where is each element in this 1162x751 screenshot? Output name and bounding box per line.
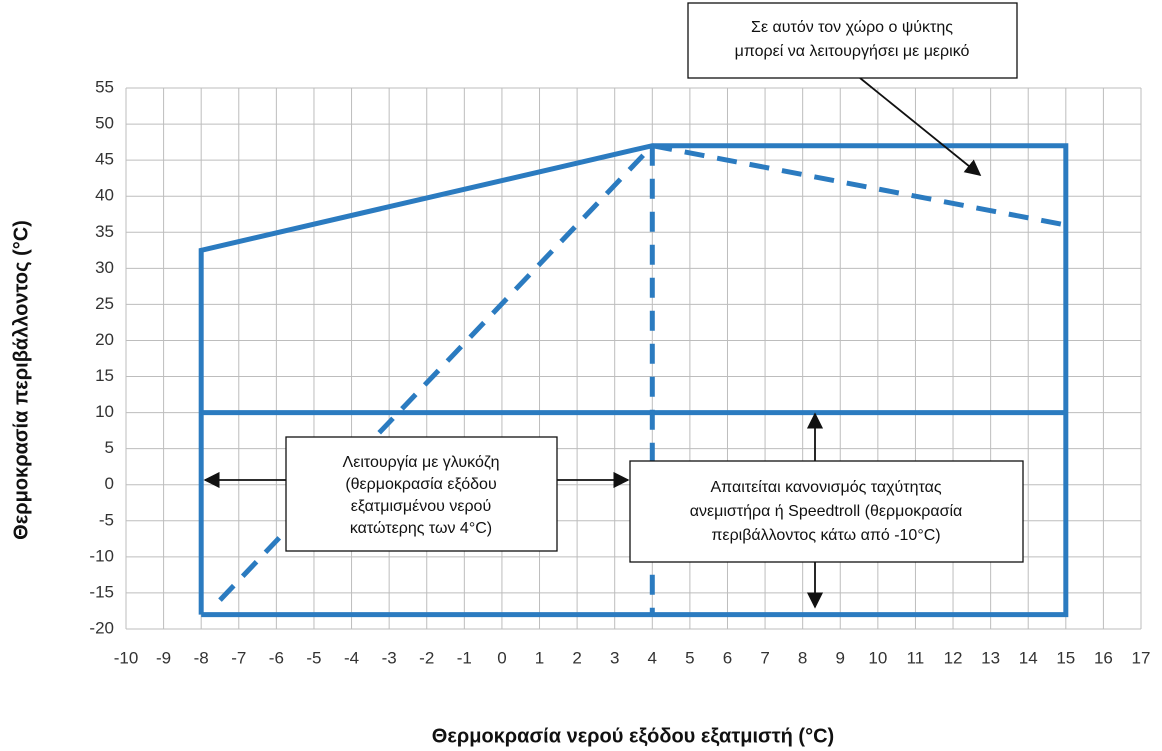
y-tick-label: 25: [95, 294, 114, 313]
y-tick-label: -10: [89, 546, 114, 565]
x-tick-label: 14: [1019, 648, 1038, 667]
x-tick-label: 13: [981, 648, 1000, 667]
y-tick-label: 0: [105, 474, 114, 493]
x-tick-label: 15: [1056, 648, 1075, 667]
y-tick-label: -15: [89, 582, 114, 601]
x-tick-label: 5: [685, 648, 694, 667]
arrow: [859, 77, 982, 177]
annotation-box: [629, 460, 1024, 563]
y-tick-label: 40: [95, 186, 114, 205]
y-tick-label: 20: [95, 330, 114, 349]
x-tick-label: 1: [535, 648, 544, 667]
y-tick-label: -5: [99, 510, 114, 529]
y-tick-label: 55: [95, 77, 114, 96]
x-tick-label: -3: [382, 648, 397, 667]
annotation-text: Λειτουργία με γλυκόζη: [343, 454, 500, 471]
annotation-box: [687, 2, 1018, 79]
x-tick-label: 3: [610, 648, 619, 667]
x-tick-label: -7: [231, 648, 246, 667]
y-tick-label: 10: [95, 402, 114, 421]
x-tick-label: 0: [497, 648, 506, 667]
x-tick-label: -8: [194, 648, 209, 667]
x-tick-label: 16: [1094, 648, 1113, 667]
y-tick-label: 15: [95, 366, 114, 385]
x-axis-label: Θερμοκρασία νερού εξόδου εξατμιστή (°C): [432, 725, 834, 747]
x-tick-label: 9: [836, 648, 845, 667]
y-tick-label: 50: [95, 114, 114, 133]
x-tick-label: -9: [156, 648, 171, 667]
x-tick-label: -2: [419, 648, 434, 667]
y-tick-label: 30: [95, 258, 114, 277]
x-tick-label: 2: [572, 648, 581, 667]
y-axis-label: Θερμοκρασία περιβάλλοντος (°C): [10, 220, 32, 540]
y-tick-label: -20: [89, 618, 114, 637]
annotation-text: κατώτερης των 4°C): [350, 520, 492, 537]
x-tick-label: -10: [114, 648, 139, 667]
annotation-box: [285, 436, 558, 552]
x-tick-label: 10: [868, 648, 887, 667]
x-tick-label: 17: [1132, 648, 1151, 667]
x-tick-label: 11: [907, 648, 925, 667]
y-tick-label: 45: [95, 150, 114, 169]
annotation-text: Απαιτείται κανονισμός ταχύτητας: [710, 479, 941, 496]
annotation-text: Σε αυτόν τον χώρο ο ψύκτης: [751, 19, 953, 36]
line: [198, 143, 1069, 618]
x-tick-label: 6: [723, 648, 732, 667]
annotation-text: (θερμοκρασία εξόδου: [345, 476, 496, 493]
x-tick-label: 4: [648, 648, 657, 667]
x-tick-label: 7: [760, 648, 769, 667]
x-tick-label: 12: [944, 648, 963, 667]
x-tick-label: -5: [306, 648, 321, 667]
y-tick-label: 35: [95, 222, 114, 241]
x-tick-label: 8: [798, 648, 807, 667]
x-tick-label: -6: [269, 648, 284, 667]
x-tick-label: -4: [344, 648, 359, 667]
annotation-text: μπορεί να λειτουργήσει με μερικό: [735, 43, 970, 60]
annotation-text: εξατμισμένου νερού: [351, 498, 491, 515]
x-tick-label: -1: [457, 648, 472, 667]
annotation-text: περιβάλλοντος κάτω από -10°C): [711, 527, 940, 544]
line: [651, 143, 1067, 228]
y-tick-label: 5: [105, 438, 114, 457]
annotation-text: ανεμιστήρα ή Speedtroll (θερμοκρασία: [690, 503, 963, 520]
